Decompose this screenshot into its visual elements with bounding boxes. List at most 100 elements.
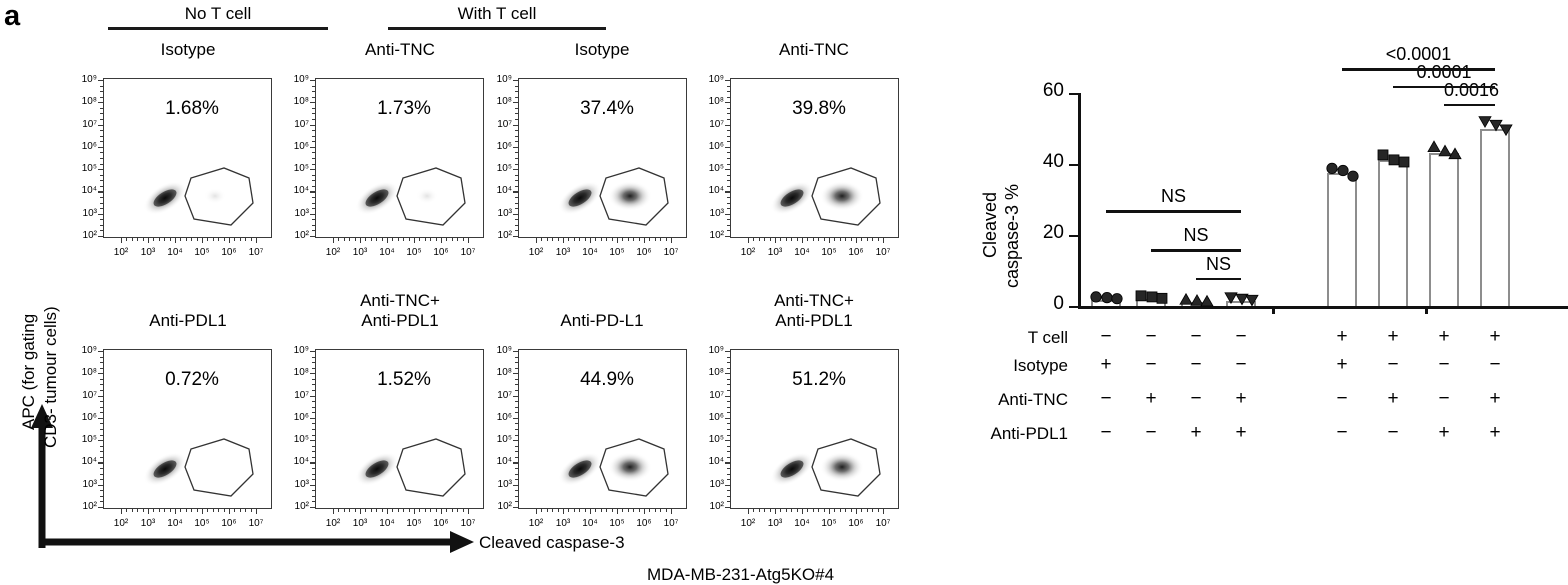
- flow-xminortick: [552, 238, 554, 241]
- flow-xtickmark: [202, 509, 204, 514]
- flow-yminortick: [727, 390, 730, 391]
- flow-yminortick: [515, 152, 518, 154]
- flow-ytick-8-7: 10²: [709, 501, 724, 512]
- flow-ytickmark: [98, 102, 103, 104]
- flow-ytick-8-1: 10⁸: [708, 367, 724, 379]
- condition-value-r4-c6: −: [1387, 422, 1399, 443]
- flow-ytickmark: [98, 124, 103, 126]
- flow-yminortick: [727, 152, 730, 154]
- flow-ytickmark: [310, 440, 315, 442]
- flow-ytick-4-1: 10⁸: [708, 96, 724, 108]
- flow-yminortick: [515, 406, 518, 408]
- flow-xtick-2-0: 10²: [325, 247, 341, 258]
- flow-ytickmark: [310, 102, 315, 104]
- bar-ytick-label-60: 60: [1042, 80, 1064, 101]
- flow-xminortick: [397, 509, 399, 512]
- flow-xminortick: [234, 509, 236, 512]
- flow-xtick-4-3: 10⁵: [821, 247, 837, 258]
- condition-value-r4-c2: −: [1145, 422, 1157, 443]
- flow-xminortick: [573, 509, 575, 512]
- condition-value-r4-c1: −: [1100, 422, 1112, 443]
- flow-xminortick: [823, 509, 825, 512]
- flow-yminortick: [515, 384, 518, 386]
- flow-yminortick: [727, 362, 730, 364]
- flow-xtickmark: [883, 238, 885, 243]
- flow-yminortick: [727, 107, 730, 109]
- flow-xminortick: [552, 509, 554, 512]
- flow-xminortick: [823, 238, 825, 241]
- bar-5: [1327, 172, 1357, 306]
- flow-yminortick: [312, 208, 315, 210]
- flow-xminortick: [595, 509, 597, 512]
- flow-xtickmark: [387, 238, 389, 243]
- flow-xminortick: [872, 238, 874, 241]
- flow-plot-3: [518, 78, 687, 238]
- flow-percent-8: 51.2%: [792, 369, 846, 390]
- flow-yminortick: [727, 473, 730, 475]
- flow-yminortick: [100, 230, 103, 232]
- flow-ytick-6-4: 10⁵: [293, 434, 309, 446]
- flow-xminortick: [546, 509, 548, 512]
- flow-yminortick: [727, 384, 730, 386]
- flow-xtick-6-2: 10⁴: [379, 518, 395, 529]
- bar-ytickmark: [1069, 235, 1078, 238]
- flow-yminortick: [515, 85, 518, 87]
- flow-ytickmark: [98, 417, 103, 420]
- flow-xminortick: [446, 238, 448, 241]
- flow-ytickmark: [513, 373, 518, 375]
- group-header-with-t-cell: With T cell: [457, 4, 537, 23]
- flow-density-5: [143, 438, 254, 497]
- flow-xminortick: [872, 509, 874, 512]
- flow-ytickmark: [310, 213, 315, 215]
- plot-title-6-line2: Anti-PDL1: [361, 311, 439, 330]
- flow-ytick-3-1: 10⁸: [496, 96, 512, 108]
- flow-yminortick: [312, 185, 315, 187]
- flow-yminortick: [100, 180, 103, 182]
- flow-yminortick: [515, 230, 518, 232]
- flow-ytickmark: [725, 236, 730, 238]
- significance-label-3: NS: [1205, 253, 1231, 274]
- flow-ytick-6-3: 10⁶: [293, 411, 309, 423]
- flow-xminortick: [207, 238, 209, 241]
- flow-ytick-2-7: 10²: [294, 230, 309, 241]
- flow-xtick-6-5: 10⁷: [460, 518, 476, 529]
- flow-yminortick: [515, 412, 518, 414]
- flow-ytickmark: [310, 417, 315, 420]
- flow-xtickmark: [441, 509, 443, 514]
- flow-yminortick: [100, 445, 103, 447]
- flow-xminortick: [660, 238, 662, 241]
- flow-ytick-3-2: 10⁷: [497, 118, 512, 130]
- flow-yminortick: [100, 163, 103, 165]
- flow-yminortick: [515, 96, 518, 98]
- condition-value-r4-c4: +: [1235, 422, 1247, 443]
- flow-yminortick: [515, 163, 518, 165]
- flow-ytickmark: [725, 146, 730, 149]
- flow-xminortick: [541, 238, 543, 241]
- flow-ytick-1-7: 10²: [82, 230, 97, 241]
- bar-ytick-label-0: 0: [1053, 293, 1064, 314]
- flow-xminortick: [349, 509, 351, 512]
- flow-ytick-5-4: 10⁵: [81, 434, 97, 446]
- flow-ytickmark: [513, 169, 518, 171]
- flow-xminortick: [600, 509, 602, 512]
- significance-label-2: NS: [1183, 225, 1209, 246]
- flow-yminortick: [312, 152, 315, 154]
- flow-ytick-8-5: 10⁴: [708, 456, 724, 468]
- flow-xminortick: [250, 509, 252, 512]
- flow-xtick-7-4: 10⁶: [636, 518, 652, 529]
- flow-yminortick: [515, 224, 518, 226]
- bar-xtickmark: [1272, 306, 1275, 314]
- flow-xtickmark: [563, 238, 565, 243]
- flow-ytick-2-6: 10³: [294, 207, 309, 219]
- flow-xminortick: [665, 509, 667, 512]
- flow-xminortick: [764, 238, 766, 241]
- flow-ytick-8-6: 10³: [709, 478, 724, 490]
- condition-value-r1-c6: +: [1387, 326, 1399, 347]
- flow-xtickmark: [775, 238, 777, 243]
- flow-xminortick: [557, 238, 559, 241]
- flow-xminortick: [408, 509, 410, 512]
- flow-xtick-7-3: 10⁵: [609, 518, 625, 529]
- flow-yminortick: [312, 501, 315, 503]
- flow-xminortick: [245, 238, 247, 241]
- flow-xminortick: [839, 509, 841, 512]
